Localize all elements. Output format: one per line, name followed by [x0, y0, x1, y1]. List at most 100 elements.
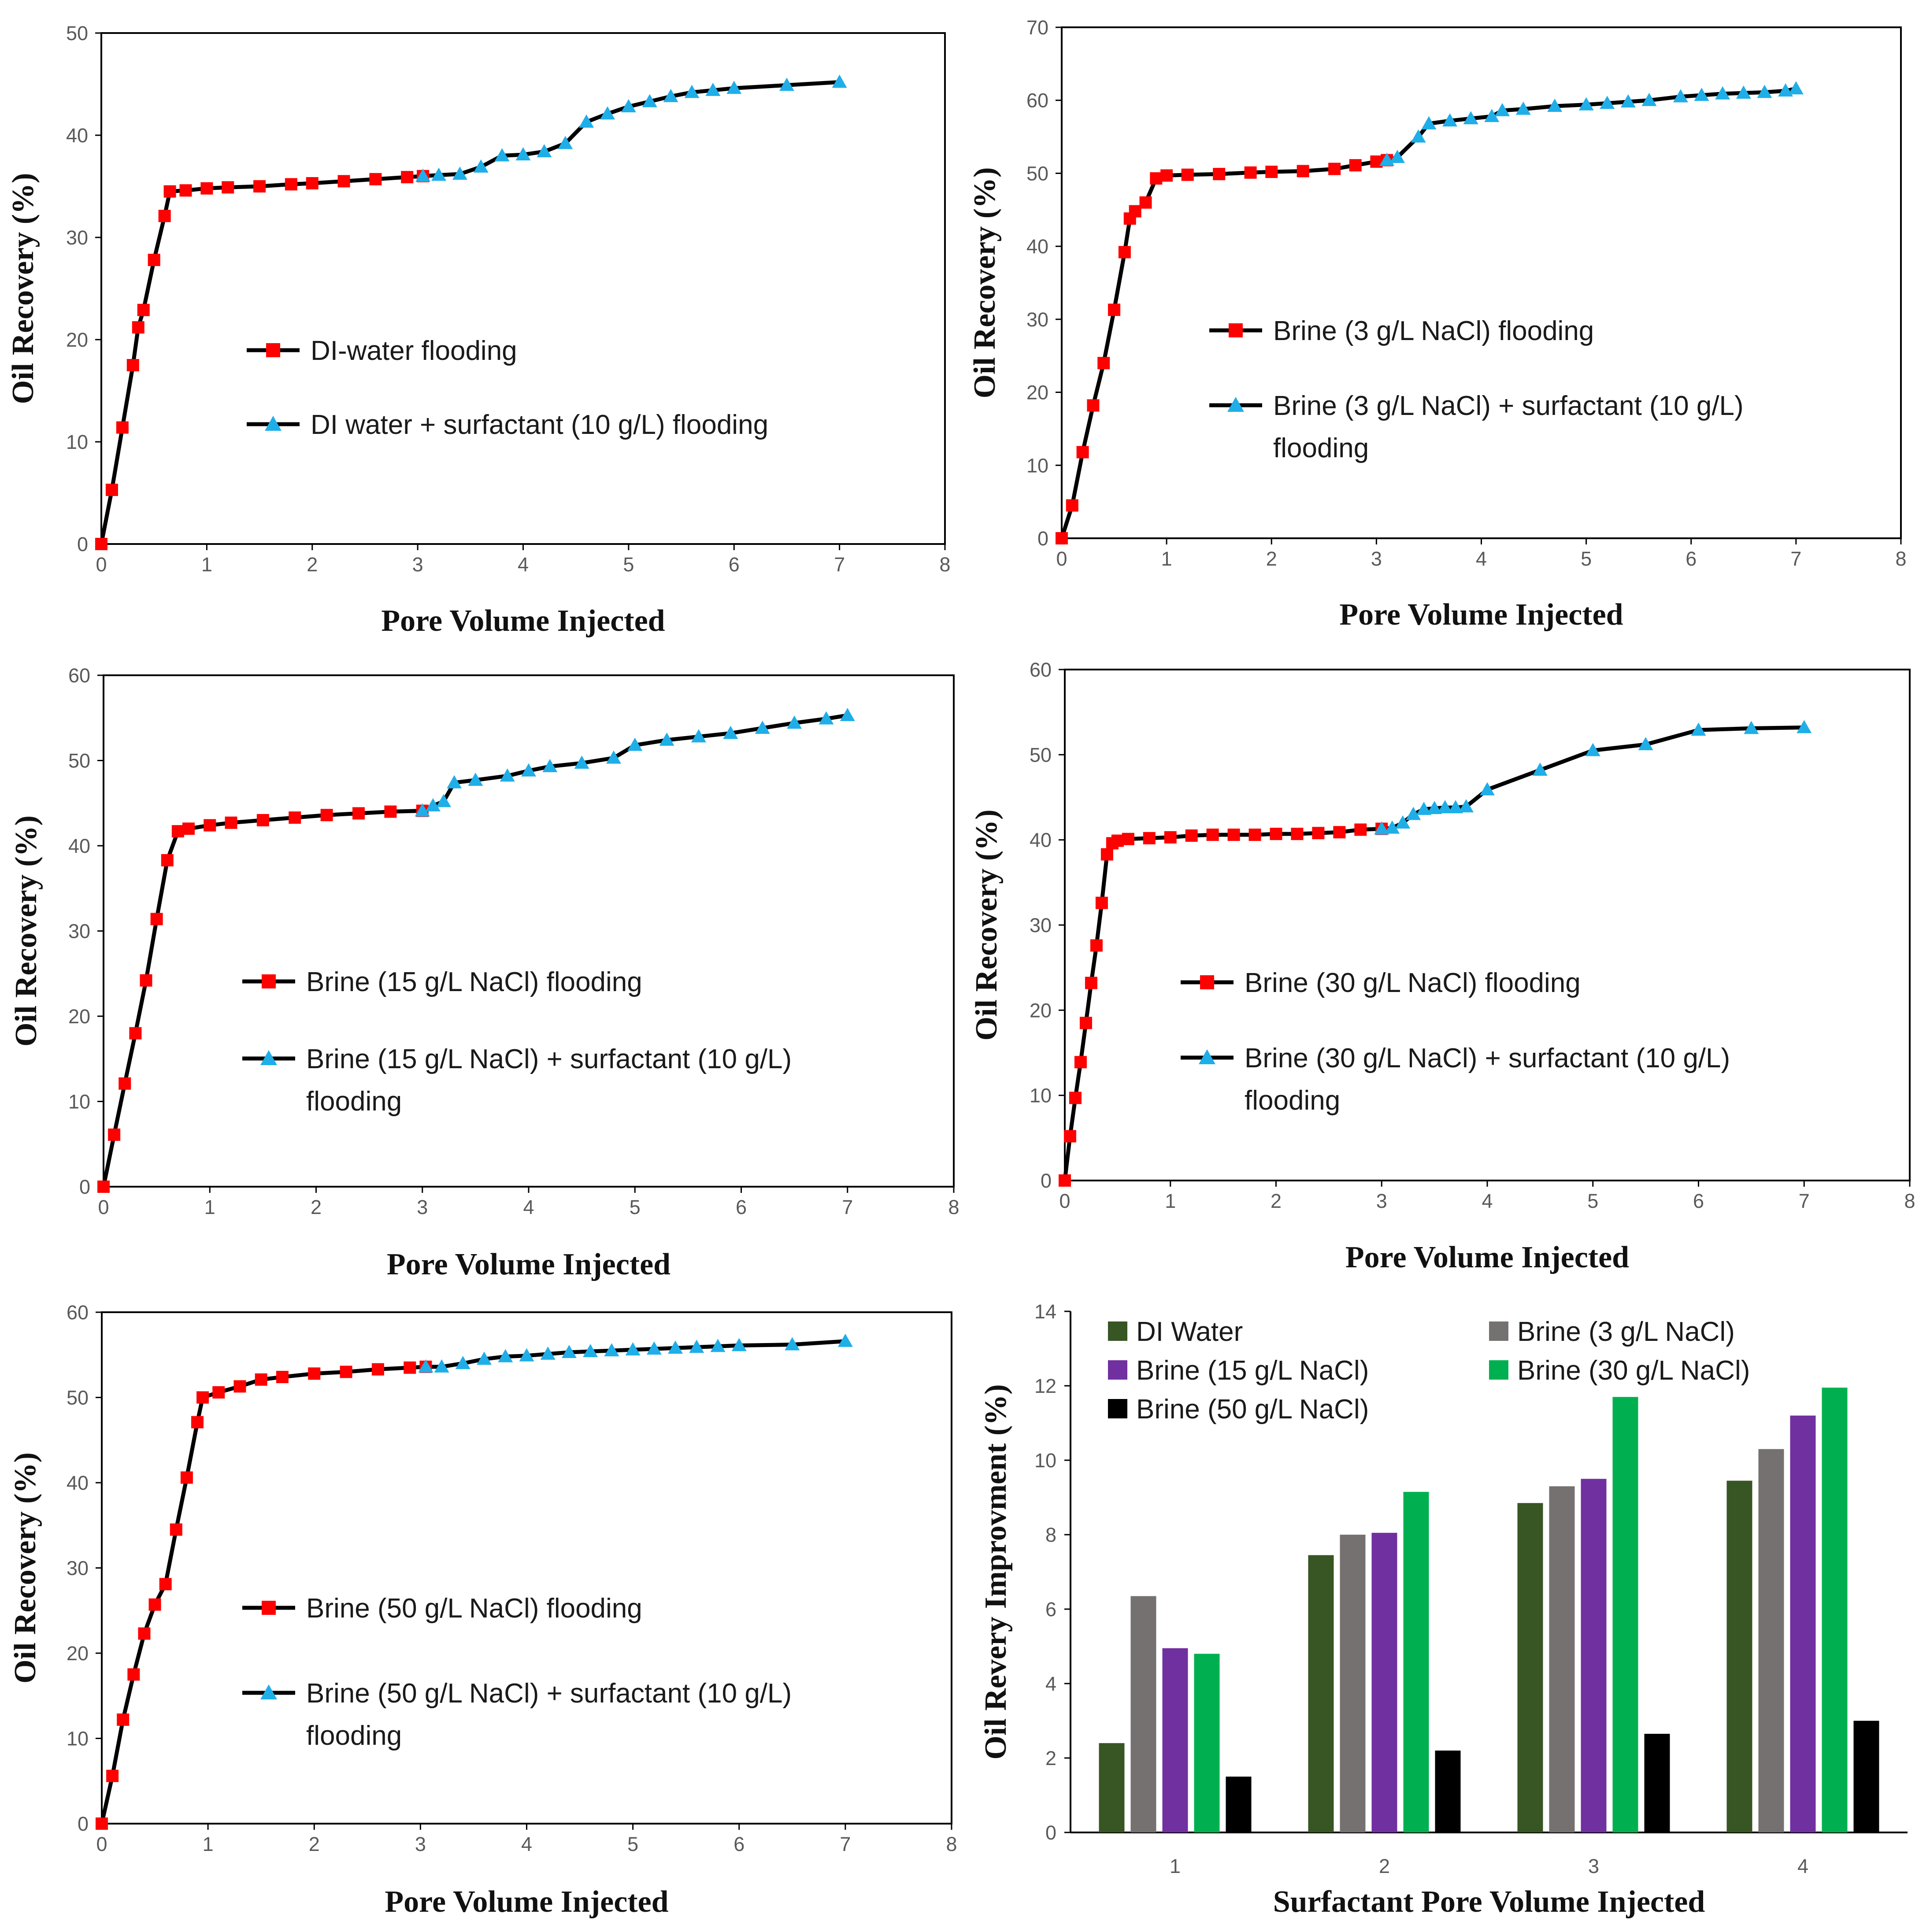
data-point-square [1244, 166, 1257, 179]
legend-marker-triangle [265, 416, 282, 431]
series-line [1063, 827, 1382, 1181]
data-point-triangle [819, 711, 834, 725]
data-point-triangle [415, 168, 431, 182]
data-point-triangle [642, 94, 657, 107]
legend-label: Brine (30 g/L NaCl) + surfactant (10 g/L… [1245, 1043, 1730, 1116]
data-point-triangle [537, 144, 552, 158]
data-point-square [179, 184, 192, 197]
legend-swatch [1489, 1360, 1508, 1380]
x-tick-label: 7 [842, 1196, 853, 1218]
bar [1549, 1486, 1575, 1832]
data-point-triangle [1757, 85, 1772, 98]
data-point-triangle [1385, 820, 1400, 834]
y-tick-label: 0 [1037, 527, 1048, 550]
data-point-triangle [515, 147, 531, 161]
legend-marker-square [1229, 323, 1243, 337]
data-point-triangle [519, 1348, 534, 1362]
x-tick-label: 1 [204, 1196, 215, 1218]
x-tick-label: 3 [415, 1833, 426, 1855]
x-tick-label: 3 [1588, 1855, 1599, 1877]
data-point-square [148, 254, 160, 266]
legend-label: Brine (50 g/L NaCl) [1136, 1394, 1369, 1425]
data-point-square [253, 180, 266, 192]
bar [1758, 1449, 1784, 1832]
bar [1790, 1415, 1816, 1832]
data-point-triangle [840, 707, 855, 721]
legend-marker-square [262, 974, 276, 988]
y-tick-label: 50 [1026, 162, 1048, 185]
data-point-triangle [1715, 86, 1730, 100]
x-tick-label: 3 [1376, 1190, 1387, 1212]
y-tick-label: 70 [1026, 16, 1048, 39]
data-point-square [163, 185, 176, 198]
data-point-square [1206, 829, 1219, 841]
data-point-triangle [659, 733, 674, 746]
series-line [101, 809, 422, 1187]
data-point-triangle [726, 81, 742, 94]
y-tick-label: 0 [78, 1813, 89, 1835]
data-point-triangle [1736, 85, 1751, 99]
x-tick-label: 8 [1904, 1190, 1915, 1212]
data-point-square [95, 538, 107, 550]
legend-label-line: Brine (30 g/L NaCl) + surfactant (10 g/L… [1245, 1043, 1730, 1073]
x-tick-label: 4 [523, 1196, 534, 1218]
data-point-square [320, 809, 333, 822]
data-point-triangle [1578, 97, 1594, 111]
bar [1340, 1535, 1366, 1832]
data-point-triangle [558, 136, 573, 149]
y-axis-title: Oil Recovery (%) [970, 810, 1004, 1041]
y-tick-label: 10 [66, 431, 88, 453]
data-point-square [1059, 1174, 1071, 1187]
data-point-triangle [455, 1356, 470, 1369]
legend-label-line: flooding [306, 1721, 402, 1751]
y-tick-label: 0 [1041, 1170, 1052, 1192]
data-point-square [340, 1366, 352, 1378]
data-point-triangle [604, 1343, 619, 1357]
x-axis-title: Pore Volume Injected [1345, 1240, 1629, 1274]
y-tick-label: 50 [1030, 744, 1052, 766]
data-point-triangle [787, 715, 802, 729]
data-point-square [1354, 823, 1367, 836]
y-tick-label: 60 [1030, 659, 1052, 681]
legend-label-line: flooding [1245, 1085, 1340, 1116]
panel-brine-15: 0 1 2 3 4 5 6 7 8 0 10 20 30 40 50 60 Pore Volume Inject… [9, 664, 959, 1281]
bar [1853, 1721, 1879, 1832]
data-point-square [1100, 848, 1113, 861]
series-line [421, 713, 848, 813]
y-tick-label: 60 [68, 664, 90, 687]
data-point-triangle [1797, 720, 1812, 733]
data-point-square [1248, 829, 1261, 841]
y-tick-label: 60 [67, 1301, 89, 1324]
data-point-triangle [500, 768, 515, 782]
x-tick-label: 6 [1686, 548, 1697, 570]
y-tick-label: 0 [79, 1176, 90, 1198]
x-tick-label: 6 [733, 1833, 745, 1855]
legend-label: DI Water [1136, 1317, 1243, 1347]
x-tick-label: 0 [1056, 548, 1067, 570]
y-tick-label: 6 [1045, 1598, 1056, 1621]
x-tick-label: 7 [1790, 548, 1801, 570]
y-tick-label: 14 [1034, 1300, 1056, 1323]
bar [1612, 1397, 1638, 1832]
data-point-triangle [494, 148, 510, 162]
data-point-square [371, 1363, 384, 1376]
data-point-square [1160, 169, 1173, 182]
data-point-square [1076, 446, 1089, 459]
data-point-triangle [1480, 782, 1495, 796]
data-point-square [1087, 399, 1100, 412]
data-point-square [401, 171, 414, 184]
x-tick-label: 5 [627, 1833, 638, 1855]
y-tick-label: 40 [66, 124, 88, 147]
data-point-square [126, 359, 139, 371]
legend-swatch [1108, 1360, 1127, 1380]
x-tick-label: 4 [521, 1833, 532, 1855]
data-point-square [1213, 168, 1226, 181]
legend-marker-triangle [260, 1684, 277, 1699]
data-point-square [1118, 246, 1131, 259]
data-point-triangle [477, 1351, 492, 1365]
data-point-square [129, 1027, 142, 1040]
data-point-square [1312, 827, 1325, 840]
x-tick-label: 8 [1895, 548, 1906, 570]
